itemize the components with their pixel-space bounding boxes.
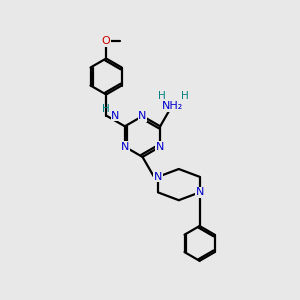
Text: N: N [195, 188, 204, 197]
Text: O: O [102, 36, 110, 46]
Text: N: N [154, 172, 162, 182]
Text: N: N [111, 111, 120, 121]
Text: N: N [156, 142, 164, 152]
Text: N: N [121, 142, 129, 152]
Text: NH₂: NH₂ [162, 101, 183, 111]
Text: H: H [181, 91, 188, 101]
Text: H: H [102, 104, 110, 115]
Text: H: H [158, 91, 166, 101]
Text: N: N [138, 111, 147, 121]
